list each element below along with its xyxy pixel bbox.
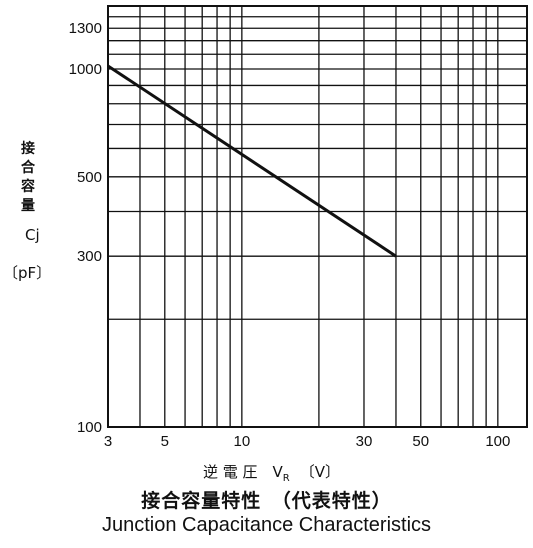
x-tick-label: 50 (412, 433, 429, 450)
x-tick-label: 10 (234, 433, 251, 450)
y-tick-label: 1000 (69, 61, 102, 78)
y-tick-label: 100 (77, 419, 102, 436)
plot-frame (107, 5, 528, 428)
y-axis-symbol: Cj (25, 226, 40, 244)
x-axis-label-text: 逆 電 圧 V (202, 463, 283, 481)
series-group (107, 64, 397, 258)
y-axis-unit: 〔pF〕 (3, 264, 52, 282)
tick-labels: 3 5 10 30 50 100 100 300 500 1000 1300 (69, 20, 511, 450)
grid (107, 6, 528, 427)
x-tick-label: 3 (104, 433, 112, 450)
y-tick-label: 300 (77, 248, 102, 265)
chart-title: 接合容量特性 （代表特性） (141, 490, 392, 512)
x-axis-unit: 〔V〕 (299, 463, 341, 481)
y-axis-symbol-text: Cj (25, 226, 40, 244)
x-tick-label: 5 (161, 433, 169, 450)
y-tick-label: 1300 (69, 20, 102, 37)
x-tick-label: 100 (485, 433, 510, 450)
chart-subtitle: Junction Capacitance Characteristics (101, 514, 432, 536)
y-tick-label: 500 (77, 169, 102, 186)
x-axis-label-subscript: R (282, 473, 290, 484)
chart: 3 5 10 30 50 100 100 300 500 1000 1300 (69, 5, 528, 450)
x-axis-label: 逆 電 圧 VR 〔V〕 (0, 461, 533, 484)
y-axis-label: 接合容量 (21, 141, 35, 214)
series-line (107, 64, 397, 258)
x-tick-label: 30 (356, 433, 373, 450)
